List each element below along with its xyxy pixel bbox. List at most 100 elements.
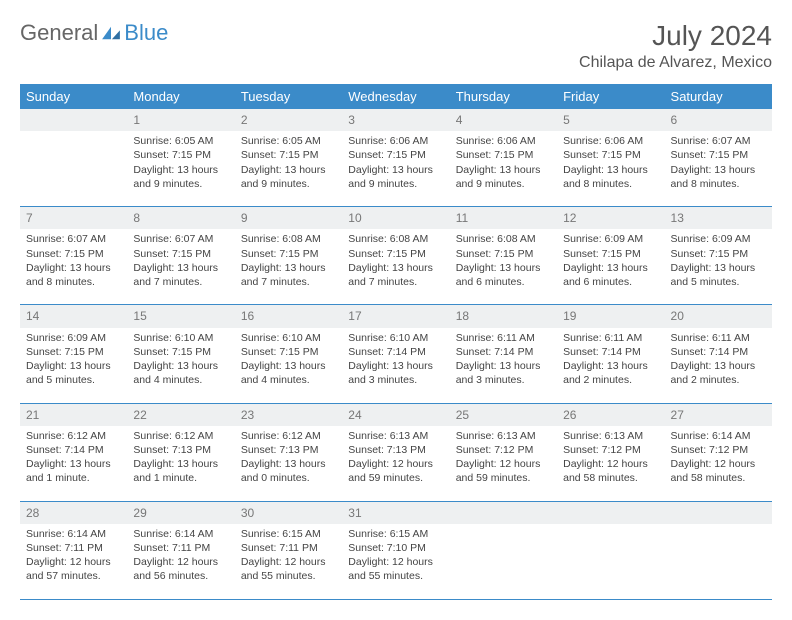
day-cell-line: Daylight: 12 hours and 57 minutes. (26, 555, 121, 583)
day-cell-line: Sunset: 7:15 PM (26, 247, 121, 261)
day-number: 23 (235, 403, 342, 426)
day-number (20, 109, 127, 131)
day-cell-line: Sunset: 7:14 PM (26, 443, 121, 457)
day-number: 13 (665, 207, 772, 230)
day-content-row: Sunrise: 6:12 AMSunset: 7:14 PMDaylight:… (20, 426, 772, 502)
day-number: 9 (235, 207, 342, 230)
day-cell-line: Daylight: 12 hours and 55 minutes. (241, 555, 336, 583)
day-cell-line: Sunrise: 6:07 AM (671, 134, 766, 148)
day-cell-line: Daylight: 12 hours and 59 minutes. (456, 457, 551, 485)
day-cell: Sunrise: 6:05 AMSunset: 7:15 PMDaylight:… (235, 131, 342, 207)
day-cell-line: Daylight: 13 hours and 7 minutes. (241, 261, 336, 289)
day-cell-line: Daylight: 13 hours and 3 minutes. (348, 359, 443, 387)
day-cell-line: Sunrise: 6:10 AM (241, 331, 336, 345)
day-cell-line: Sunset: 7:14 PM (456, 345, 551, 359)
day-content-row: Sunrise: 6:05 AMSunset: 7:15 PMDaylight:… (20, 131, 772, 207)
weekday-header: Friday (557, 84, 664, 109)
day-cell-line: Sunrise: 6:06 AM (563, 134, 658, 148)
day-number: 26 (557, 403, 664, 426)
day-number: 6 (665, 109, 772, 131)
day-cell-line: Daylight: 12 hours and 55 minutes. (348, 555, 443, 583)
day-number (665, 501, 772, 524)
day-number (450, 501, 557, 524)
day-cell: Sunrise: 6:13 AMSunset: 7:13 PMDaylight:… (342, 426, 449, 502)
day-cell-line: Sunset: 7:15 PM (133, 345, 228, 359)
day-number (557, 501, 664, 524)
day-cell: Sunrise: 6:14 AMSunset: 7:11 PMDaylight:… (20, 524, 127, 600)
day-cell-line: Sunrise: 6:11 AM (671, 331, 766, 345)
day-cell-line: Sunset: 7:15 PM (26, 345, 121, 359)
day-cell: Sunrise: 6:13 AMSunset: 7:12 PMDaylight:… (557, 426, 664, 502)
logo-text-1: General (20, 20, 98, 46)
day-cell-line: Sunrise: 6:15 AM (348, 527, 443, 541)
day-cell-line: Daylight: 13 hours and 9 minutes. (241, 163, 336, 191)
day-cell-line: Sunrise: 6:05 AM (133, 134, 228, 148)
day-number: 18 (450, 305, 557, 328)
day-cell (450, 524, 557, 600)
day-cell-line: Daylight: 13 hours and 5 minutes. (26, 359, 121, 387)
weekday-header: Tuesday (235, 84, 342, 109)
weekday-header: Saturday (665, 84, 772, 109)
day-cell: Sunrise: 6:08 AMSunset: 7:15 PMDaylight:… (235, 229, 342, 305)
day-number: 30 (235, 501, 342, 524)
day-number-row: 21222324252627 (20, 403, 772, 426)
day-cell-line: Sunset: 7:13 PM (133, 443, 228, 457)
day-cell-line: Sunset: 7:15 PM (671, 148, 766, 162)
day-cell-line: Daylight: 13 hours and 9 minutes. (133, 163, 228, 191)
logo-sail-icon (100, 25, 122, 41)
day-cell (20, 131, 127, 207)
day-number: 17 (342, 305, 449, 328)
day-number: 11 (450, 207, 557, 230)
day-cell-line: Sunrise: 6:10 AM (133, 331, 228, 345)
day-cell-line: Sunset: 7:14 PM (671, 345, 766, 359)
day-cell-line: Daylight: 13 hours and 0 minutes. (241, 457, 336, 485)
day-cell: Sunrise: 6:12 AMSunset: 7:13 PMDaylight:… (235, 426, 342, 502)
day-number: 29 (127, 501, 234, 524)
day-cell-line: Sunrise: 6:12 AM (26, 429, 121, 443)
day-cell-line: Daylight: 12 hours and 58 minutes. (671, 457, 766, 485)
day-cell-line: Sunset: 7:12 PM (563, 443, 658, 457)
weekday-header: Sunday (20, 84, 127, 109)
logo: General Blue (20, 20, 168, 46)
day-cell-line: Daylight: 12 hours and 59 minutes. (348, 457, 443, 485)
location: Chilapa de Alvarez, Mexico (579, 54, 772, 72)
day-cell-line: Sunset: 7:15 PM (241, 148, 336, 162)
day-cell-line: Sunset: 7:13 PM (348, 443, 443, 457)
day-cell-line: Sunset: 7:15 PM (456, 148, 551, 162)
day-cell-line: Sunset: 7:15 PM (348, 148, 443, 162)
day-cell: Sunrise: 6:10 AMSunset: 7:14 PMDaylight:… (342, 328, 449, 404)
day-cell-line: Sunset: 7:14 PM (563, 345, 658, 359)
day-cell-line: Daylight: 13 hours and 6 minutes. (563, 261, 658, 289)
day-cell: Sunrise: 6:07 AMSunset: 7:15 PMDaylight:… (665, 131, 772, 207)
month-title: July 2024 (579, 20, 772, 52)
weekday-header: Monday (127, 84, 234, 109)
day-cell-line: Daylight: 13 hours and 1 minute. (26, 457, 121, 485)
day-cell-line: Sunrise: 6:07 AM (133, 232, 228, 246)
calendar-table: Sunday Monday Tuesday Wednesday Thursday… (20, 84, 772, 600)
day-cell-line: Sunrise: 6:08 AM (348, 232, 443, 246)
day-number: 25 (450, 403, 557, 426)
day-cell: Sunrise: 6:14 AMSunset: 7:11 PMDaylight:… (127, 524, 234, 600)
day-cell-line: Daylight: 13 hours and 3 minutes. (456, 359, 551, 387)
logo-text-2: Blue (124, 20, 168, 46)
day-cell: Sunrise: 6:08 AMSunset: 7:15 PMDaylight:… (450, 229, 557, 305)
day-cell-line: Sunrise: 6:11 AM (456, 331, 551, 345)
day-cell-line: Sunrise: 6:09 AM (563, 232, 658, 246)
day-cell-line: Sunrise: 6:09 AM (26, 331, 121, 345)
day-cell-line: Sunset: 7:11 PM (241, 541, 336, 555)
day-cell: Sunrise: 6:06 AMSunset: 7:15 PMDaylight:… (342, 131, 449, 207)
day-number: 22 (127, 403, 234, 426)
day-cell-line: Sunset: 7:12 PM (456, 443, 551, 457)
day-number-row: 14151617181920 (20, 305, 772, 328)
day-cell-line: Sunrise: 6:13 AM (348, 429, 443, 443)
day-cell-line: Daylight: 13 hours and 9 minutes. (348, 163, 443, 191)
day-cell-line: Sunrise: 6:12 AM (241, 429, 336, 443)
day-number: 15 (127, 305, 234, 328)
day-content-row: Sunrise: 6:09 AMSunset: 7:15 PMDaylight:… (20, 328, 772, 404)
day-cell (665, 524, 772, 600)
day-number: 21 (20, 403, 127, 426)
day-cell-line: Sunset: 7:15 PM (563, 148, 658, 162)
day-cell: Sunrise: 6:07 AMSunset: 7:15 PMDaylight:… (127, 229, 234, 305)
day-cell-line: Sunset: 7:15 PM (671, 247, 766, 261)
day-cell-line: Sunrise: 6:14 AM (26, 527, 121, 541)
